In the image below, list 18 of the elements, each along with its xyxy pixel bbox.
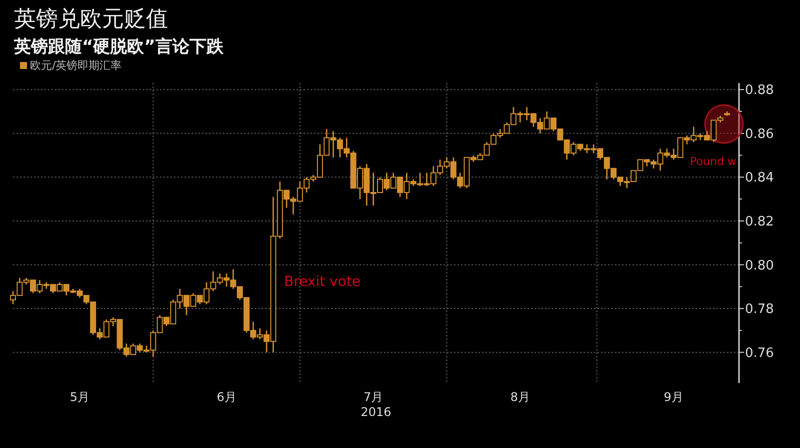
x-tick-label: 5月 (70, 390, 90, 404)
y-tick-label: 0.86 (745, 126, 774, 142)
y-tick-label: 0.76 (745, 346, 774, 361)
x-tick-label: 8月 (510, 390, 530, 404)
x-axis-title: 2016 (360, 405, 392, 419)
x-tick-label: 9月 (664, 390, 684, 404)
x-tick-label: 7月 (364, 390, 384, 404)
y-tick-label: 0.84 (745, 170, 774, 186)
chart-subtitle: 英镑跟随“硬脱欧”言论下跌 (13, 37, 224, 57)
y-tick-label: 0.82 (745, 214, 774, 230)
annotation: Brexit vote (284, 274, 360, 290)
chart-title: 英镑兑欧元贬值 (14, 7, 168, 32)
y-tick-label: 0.80 (745, 258, 774, 274)
legend-label: 欧元/英镑即期汇率 (30, 59, 122, 72)
annotation: Pound w (690, 155, 736, 168)
x-tick-label: 6月 (216, 390, 236, 404)
y-tick-label: 0.78 (745, 302, 774, 318)
y-tick-label: 0.88 (745, 83, 774, 98)
